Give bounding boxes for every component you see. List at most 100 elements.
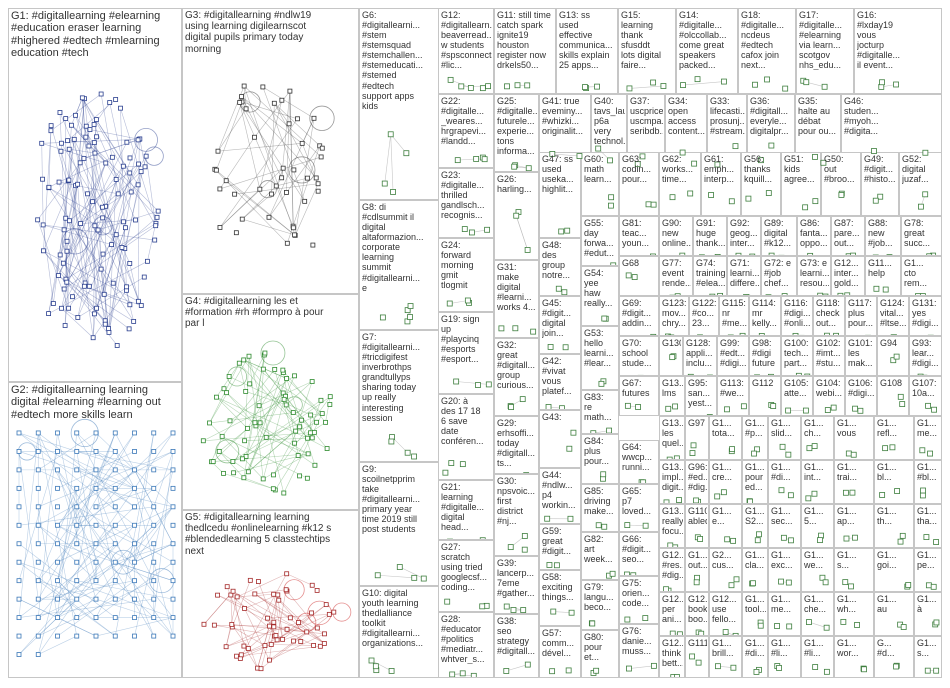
group-label: G102: #imt... #stu... (816, 338, 841, 369)
node (100, 204, 105, 210)
edge (377, 574, 415, 579)
group-g1r6: G1... refl... (874, 416, 914, 460)
edge (38, 432, 135, 508)
group-g1: G1: #digitallearning #elearning #educati… (8, 8, 182, 382)
node (624, 522, 631, 528)
edge (76, 432, 116, 526)
edge (257, 594, 279, 669)
group-g69: G69: #digit... addin... (619, 296, 659, 336)
edge (242, 218, 295, 236)
node (745, 195, 752, 202)
edge (259, 354, 265, 423)
edge (241, 96, 303, 144)
group-label: G128: appli... inclu... (686, 338, 713, 369)
group-g1t7: G1... th... (874, 504, 914, 548)
group-label: G61: emph... interp... (704, 154, 735, 185)
edge (84, 179, 117, 287)
node (170, 467, 176, 473)
node (390, 189, 396, 195)
group-graph (595, 522, 608, 530)
group-label: G63: codin... pour... (622, 154, 652, 185)
edge (65, 218, 131, 305)
group-label: G8: di #cdlsummit il digital altaformazi… (362, 202, 424, 293)
node (481, 156, 488, 163)
node (35, 652, 41, 657)
node (639, 153, 646, 160)
node (35, 633, 41, 639)
node (645, 201, 652, 208)
edge (449, 300, 468, 304)
group-graph (610, 262, 617, 265)
edge (38, 580, 135, 600)
edge (267, 614, 330, 619)
node (650, 662, 657, 669)
node (729, 446, 735, 453)
group-g1y4: G1... #li... (801, 636, 834, 678)
group-graph (805, 490, 818, 502)
node (55, 430, 60, 436)
node (714, 254, 721, 255)
group-g33: G33: lifecasti... prosunj... #stream... (707, 94, 747, 172)
edge (43, 250, 139, 302)
group-label: G39: lancerp... 7eme #gather... (497, 558, 535, 599)
group-label: G43: (542, 412, 562, 422)
node (286, 121, 292, 127)
group-label: G106: #digi... (848, 378, 875, 399)
node (138, 303, 144, 308)
edge (325, 396, 331, 423)
node (151, 467, 157, 473)
node (689, 450, 696, 456)
group-graph (751, 446, 760, 457)
group-g28: G28: #educator #politics #mediatr... wht… (438, 612, 494, 678)
edge (269, 631, 307, 661)
group-label: G26: harling... (497, 174, 532, 195)
node (35, 467, 41, 473)
edge (57, 469, 116, 526)
edge (50, 125, 109, 329)
group-label: G52: digital juzaf... (902, 154, 929, 185)
edge (37, 162, 81, 221)
node (757, 622, 764, 629)
edge (228, 376, 311, 416)
group-g47: G47: ss used useka... highlit... (539, 152, 581, 238)
node (838, 192, 845, 198)
group-graph (743, 294, 751, 295)
node (93, 430, 99, 436)
edge (80, 166, 124, 224)
node (268, 642, 274, 647)
group-g8: G8: di #cdlsummit il digital altaformazi… (359, 200, 439, 330)
node (407, 303, 414, 309)
group-label: G1... goi... (877, 550, 897, 571)
node (469, 229, 475, 236)
node (448, 460, 455, 466)
node (311, 429, 317, 435)
group-g80: G80: pour et... (581, 630, 619, 678)
group-label: G80: pour et... (584, 632, 604, 663)
edge (203, 591, 234, 625)
group-graph (590, 427, 613, 433)
group-graph (824, 332, 839, 335)
node (215, 592, 220, 598)
group-graph (780, 534, 794, 544)
node (35, 504, 41, 510)
edge (271, 103, 275, 195)
group-graph (513, 209, 531, 253)
node (890, 357, 897, 364)
node (848, 583, 854, 590)
node (112, 596, 118, 602)
group-g13d: G13... really focu... (659, 504, 685, 548)
edge (72, 193, 119, 297)
node (479, 603, 486, 610)
node (78, 221, 83, 226)
group-graph (925, 402, 937, 413)
edge (248, 356, 264, 479)
group-g81: G81: teac... youn... (619, 216, 659, 256)
edge (89, 129, 140, 140)
node (275, 592, 281, 598)
group-label: G1... au (877, 594, 897, 615)
group-g12a: G12... #res... #dig... (659, 548, 685, 592)
group-graph (785, 407, 809, 414)
node (782, 85, 789, 92)
group-g17: G17: #digitalle... #elearning via learn.… (796, 8, 854, 94)
node (247, 577, 253, 583)
